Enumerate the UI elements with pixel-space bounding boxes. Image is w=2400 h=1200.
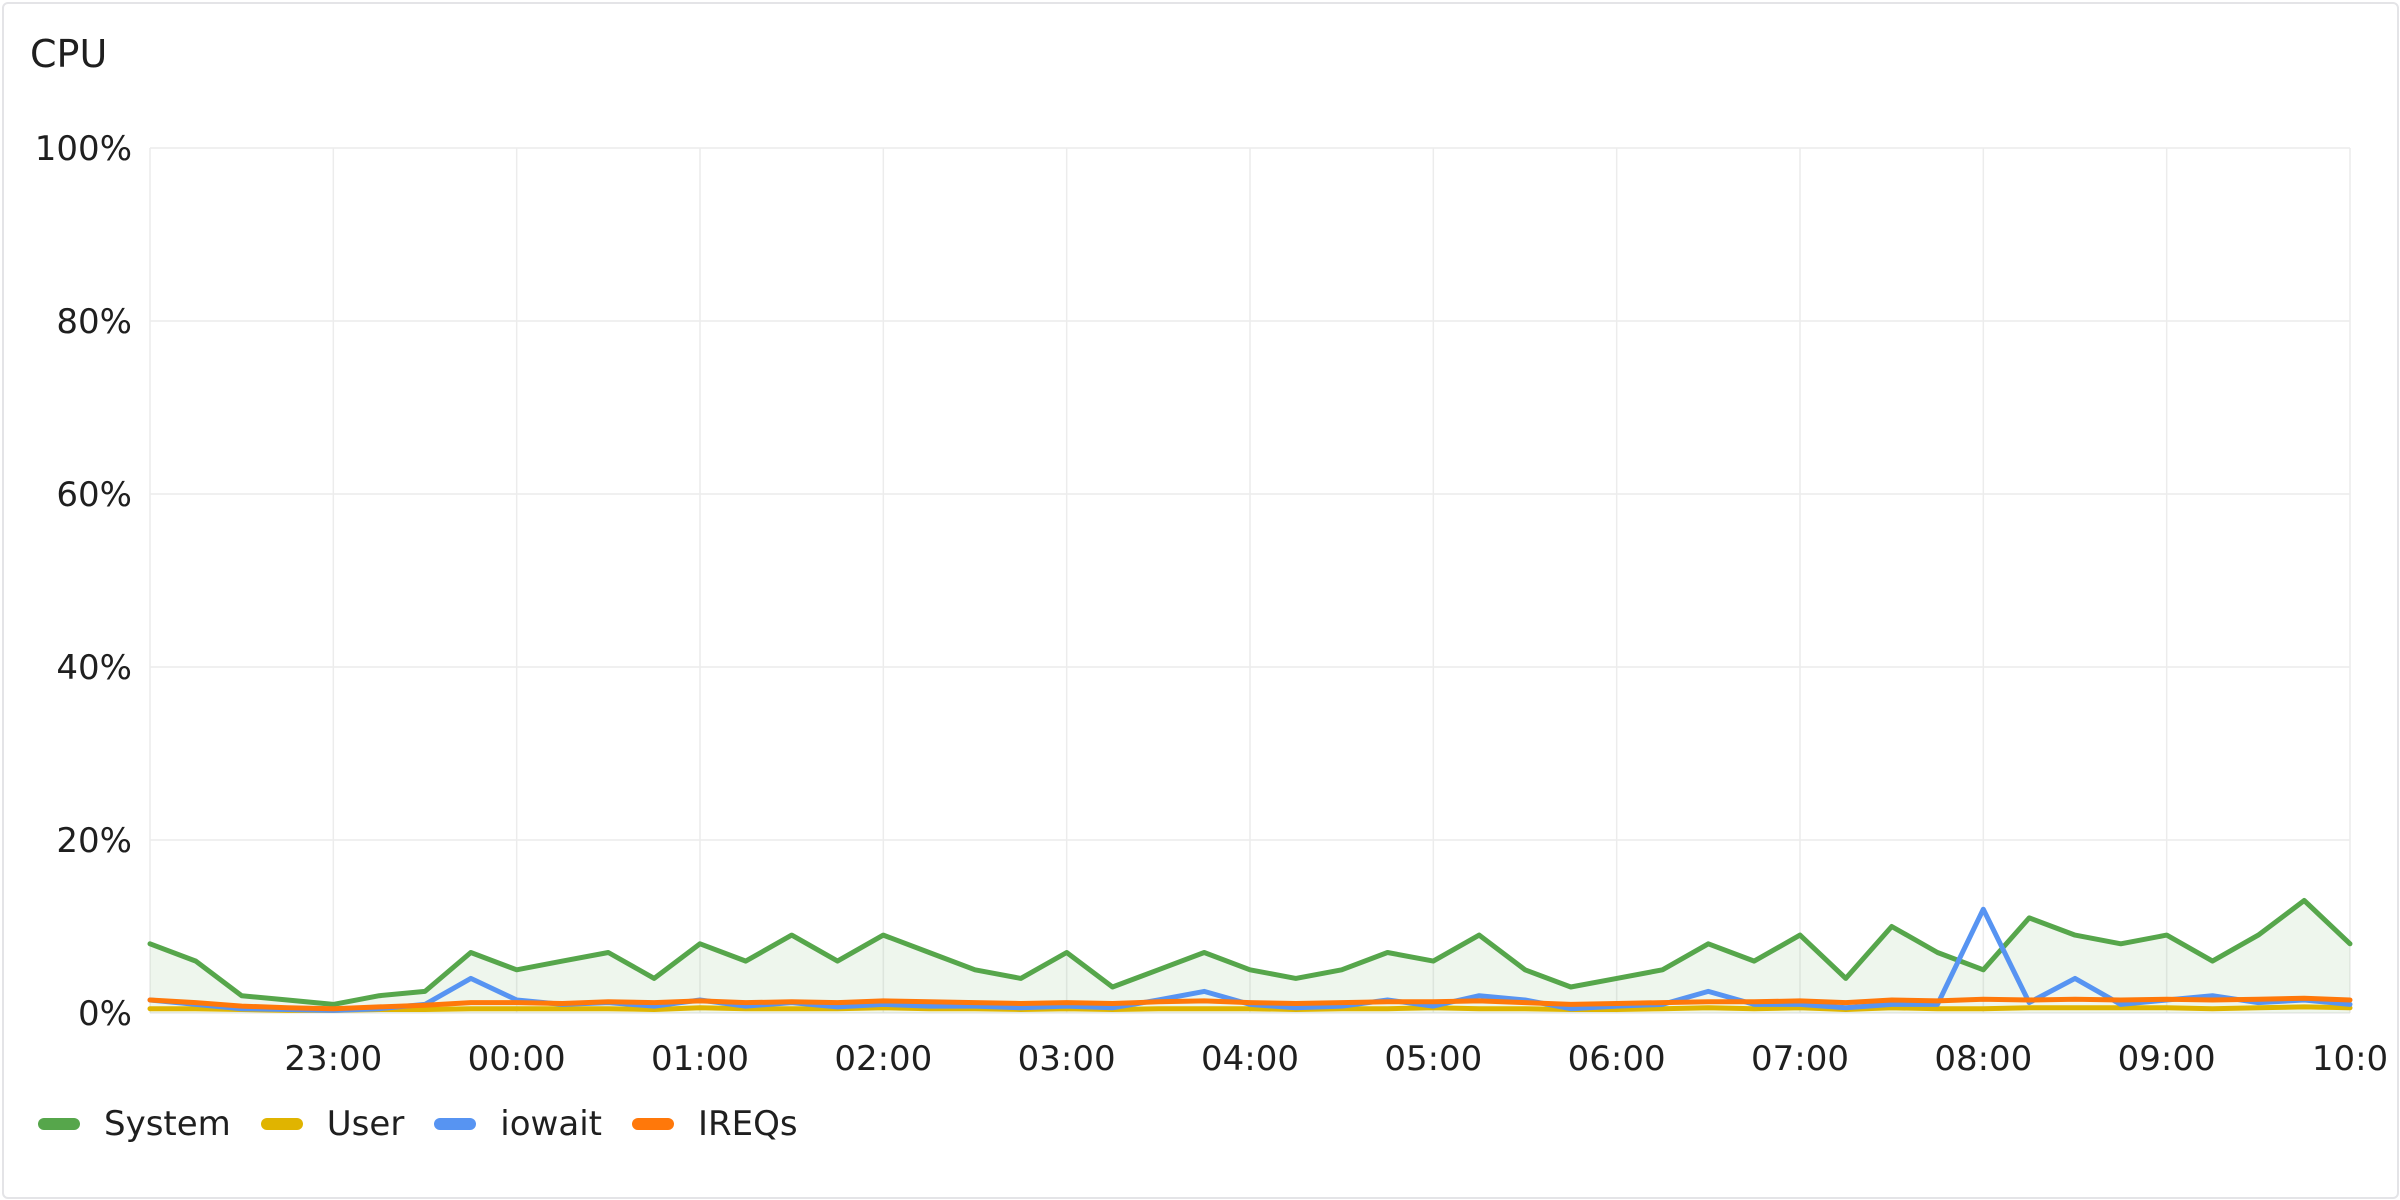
- legend-item-system[interactable]: System: [38, 1104, 231, 1144]
- grid-lines: [149, 147, 2351, 1014]
- x-tick-label: 07:00: [1751, 1039, 1849, 1079]
- y-tick-label: 80%: [56, 302, 132, 342]
- x-axis: 23:00 00:00 01:00 02:00 03:00 04:00 05:00 06:00…: [284, 1039, 2388, 1079]
- x-tick-label: 09:00: [2118, 1039, 2216, 1079]
- x-tick-label: 01:00: [651, 1039, 749, 1079]
- y-tick-label: 60%: [56, 475, 132, 515]
- legend-item-user[interactable]: User: [260, 1104, 405, 1144]
- series-layer: [147, 898, 2353, 1013]
- series-line-ireqs[interactable]: [147, 995, 2353, 1012]
- series-line-system[interactable]: [147, 898, 2353, 1007]
- x-tick-label: 23:00: [284, 1039, 382, 1079]
- x-tick-label: 02:00: [834, 1039, 932, 1079]
- legend-swatch: [631, 1118, 674, 1130]
- legend-label: System: [104, 1104, 231, 1144]
- legend-swatch: [260, 1118, 303, 1130]
- x-tick-label: 04:00: [1201, 1039, 1299, 1079]
- panel-title: CPU: [30, 32, 108, 76]
- y-axis: 0% 20% 40% 60% 80% 100%: [35, 129, 132, 1034]
- legend-item-iowait[interactable]: iowait: [434, 1104, 602, 1144]
- series-line-user[interactable]: [147, 1004, 2353, 1013]
- legend-item-ireqs[interactable]: IREQs: [631, 1104, 798, 1144]
- y-tick-label: 40%: [56, 648, 132, 688]
- x-tick-label: 05:00: [1384, 1039, 1482, 1079]
- legend-label: iowait: [500, 1104, 602, 1144]
- legend: System User iowait IREQs: [38, 1104, 828, 1144]
- x-tick-label: 06:00: [1568, 1039, 1666, 1079]
- series-area-system: [150, 900, 2350, 1013]
- y-tick-label: 20%: [56, 821, 132, 861]
- legend-swatch: [434, 1118, 477, 1130]
- y-tick-label: 100%: [35, 129, 132, 169]
- x-tick-label: 08:00: [1934, 1039, 2032, 1079]
- legend-swatch: [38, 1118, 80, 1130]
- legend-label: User: [326, 1104, 405, 1144]
- x-tick-label: 10:0: [2312, 1039, 2388, 1079]
- legend-label: IREQs: [697, 1104, 798, 1144]
- y-tick-label: 0%: [78, 994, 132, 1034]
- x-tick-label: 03:00: [1018, 1039, 1116, 1079]
- x-tick-label: 00:00: [468, 1039, 566, 1079]
